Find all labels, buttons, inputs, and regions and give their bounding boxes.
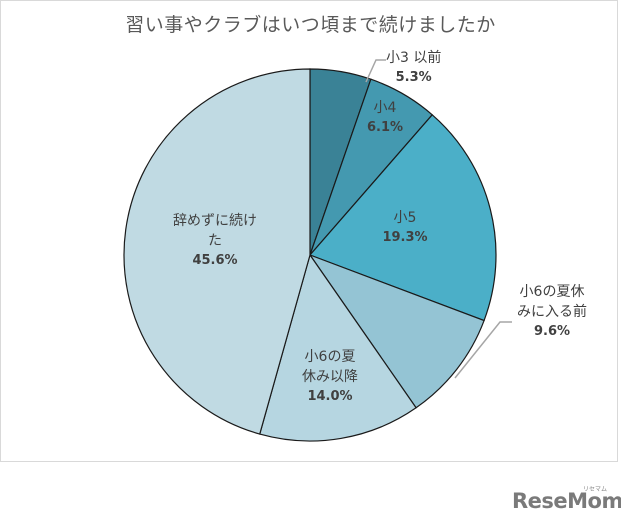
chart-title: 習い事やクラブはいつ頃まで続けましたか bbox=[125, 14, 496, 36]
slice-name: 小3 以前 bbox=[386, 50, 442, 66]
leader-line-sho6-before bbox=[454, 321, 512, 379]
slice-label-sho6-after: 小6の夏 休み以降 14.0% bbox=[290, 347, 370, 407]
slice-pct: 19.3% bbox=[382, 230, 428, 245]
slice-pct: 6.1% bbox=[366, 120, 404, 135]
slice-name-2: 休み以降 bbox=[302, 369, 358, 385]
slice-pct: 9.6% bbox=[533, 324, 571, 339]
pie-slice bbox=[123, 68, 311, 435]
slice-name-2: た bbox=[208, 233, 222, 249]
resemom-logo: ReseMom bbox=[512, 489, 621, 513]
pie-slices bbox=[123, 68, 497, 442]
slice-name: 小6の夏休 bbox=[519, 284, 585, 300]
slice-label-sho6-before: 小6の夏休 みに入る前 9.6% bbox=[512, 282, 592, 342]
slice-pct: 5.3% bbox=[395, 70, 432, 85]
slice-label-sho5: 小5 19.3% bbox=[375, 208, 435, 248]
pie-slice bbox=[259, 253, 417, 442]
slice-label-continued: 辞めずに続け た 45.6% bbox=[160, 211, 270, 271]
slice-name: 小5 bbox=[393, 210, 417, 226]
slice-label-sho4: 小4 6.1% bbox=[360, 98, 410, 138]
slice-name: 小6の夏 bbox=[304, 349, 356, 365]
slice-name-2: みに入る前 bbox=[517, 304, 587, 320]
leader-line-sho3 bbox=[365, 59, 386, 83]
pie-slice bbox=[308, 253, 485, 409]
slice-pct: 45.6% bbox=[192, 253, 238, 268]
slice-name: 辞めずに続け bbox=[173, 213, 257, 229]
resemom-logo-sub: リセマム bbox=[583, 486, 608, 493]
pie-slice bbox=[308, 113, 497, 322]
slice-label-sho3: 小3 以前 5.3% bbox=[386, 48, 441, 88]
slice-name: 小4 bbox=[373, 100, 397, 116]
slice-pct: 14.0% bbox=[307, 389, 353, 404]
